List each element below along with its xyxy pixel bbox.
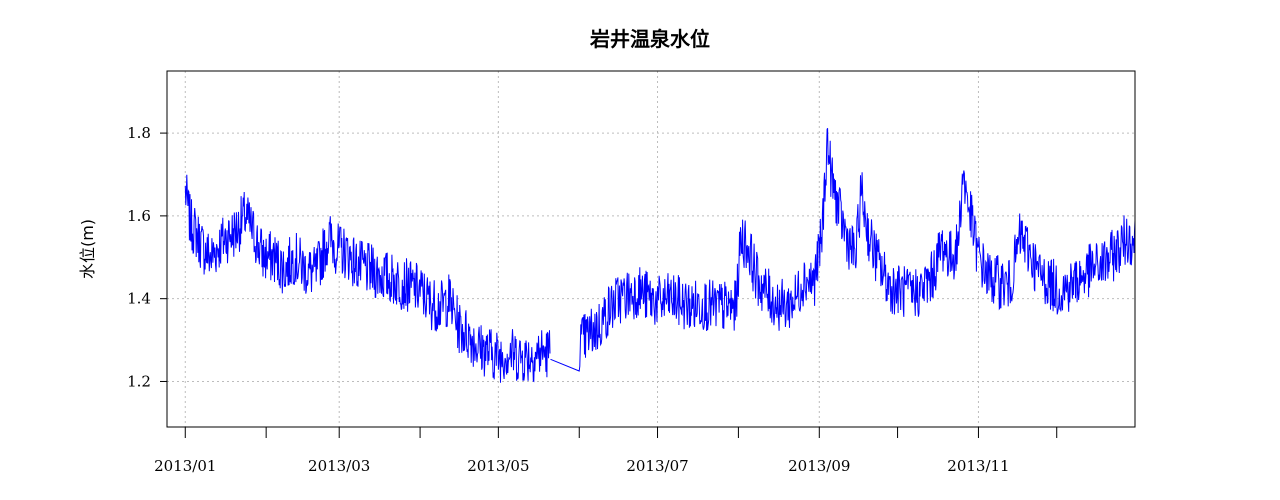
- y-axis-label: 水位(m): [78, 219, 97, 279]
- series-line: [550, 127, 1136, 372]
- x-tick-label: 2013/07: [626, 457, 688, 475]
- x-tick-label: 2013/09: [788, 457, 850, 475]
- y-tick-label: 1.4: [127, 290, 151, 308]
- plot-frame: [166, 70, 1136, 428]
- y-tick-label: 1.8: [127, 124, 151, 142]
- x-tick-label: 2013/03: [308, 457, 370, 475]
- x-tick-label: 2013/05: [467, 457, 529, 475]
- y-tick-label: 1.2: [127, 372, 151, 390]
- chart-title: 岩井温泉水位: [589, 27, 710, 51]
- series-line: [184, 174, 551, 383]
- y-tick-label: 1.6: [127, 207, 151, 225]
- x-tick-label: 2013/01: [154, 457, 216, 475]
- axes: 1.2 1.4 1.6 1.8 2013/01 2013/03 2013/05 2013/07…: [127, 124, 1058, 475]
- data-series: [184, 127, 1136, 383]
- grid-lines: [167, 71, 1135, 427]
- x-tick-label: 2013/11: [947, 457, 1009, 475]
